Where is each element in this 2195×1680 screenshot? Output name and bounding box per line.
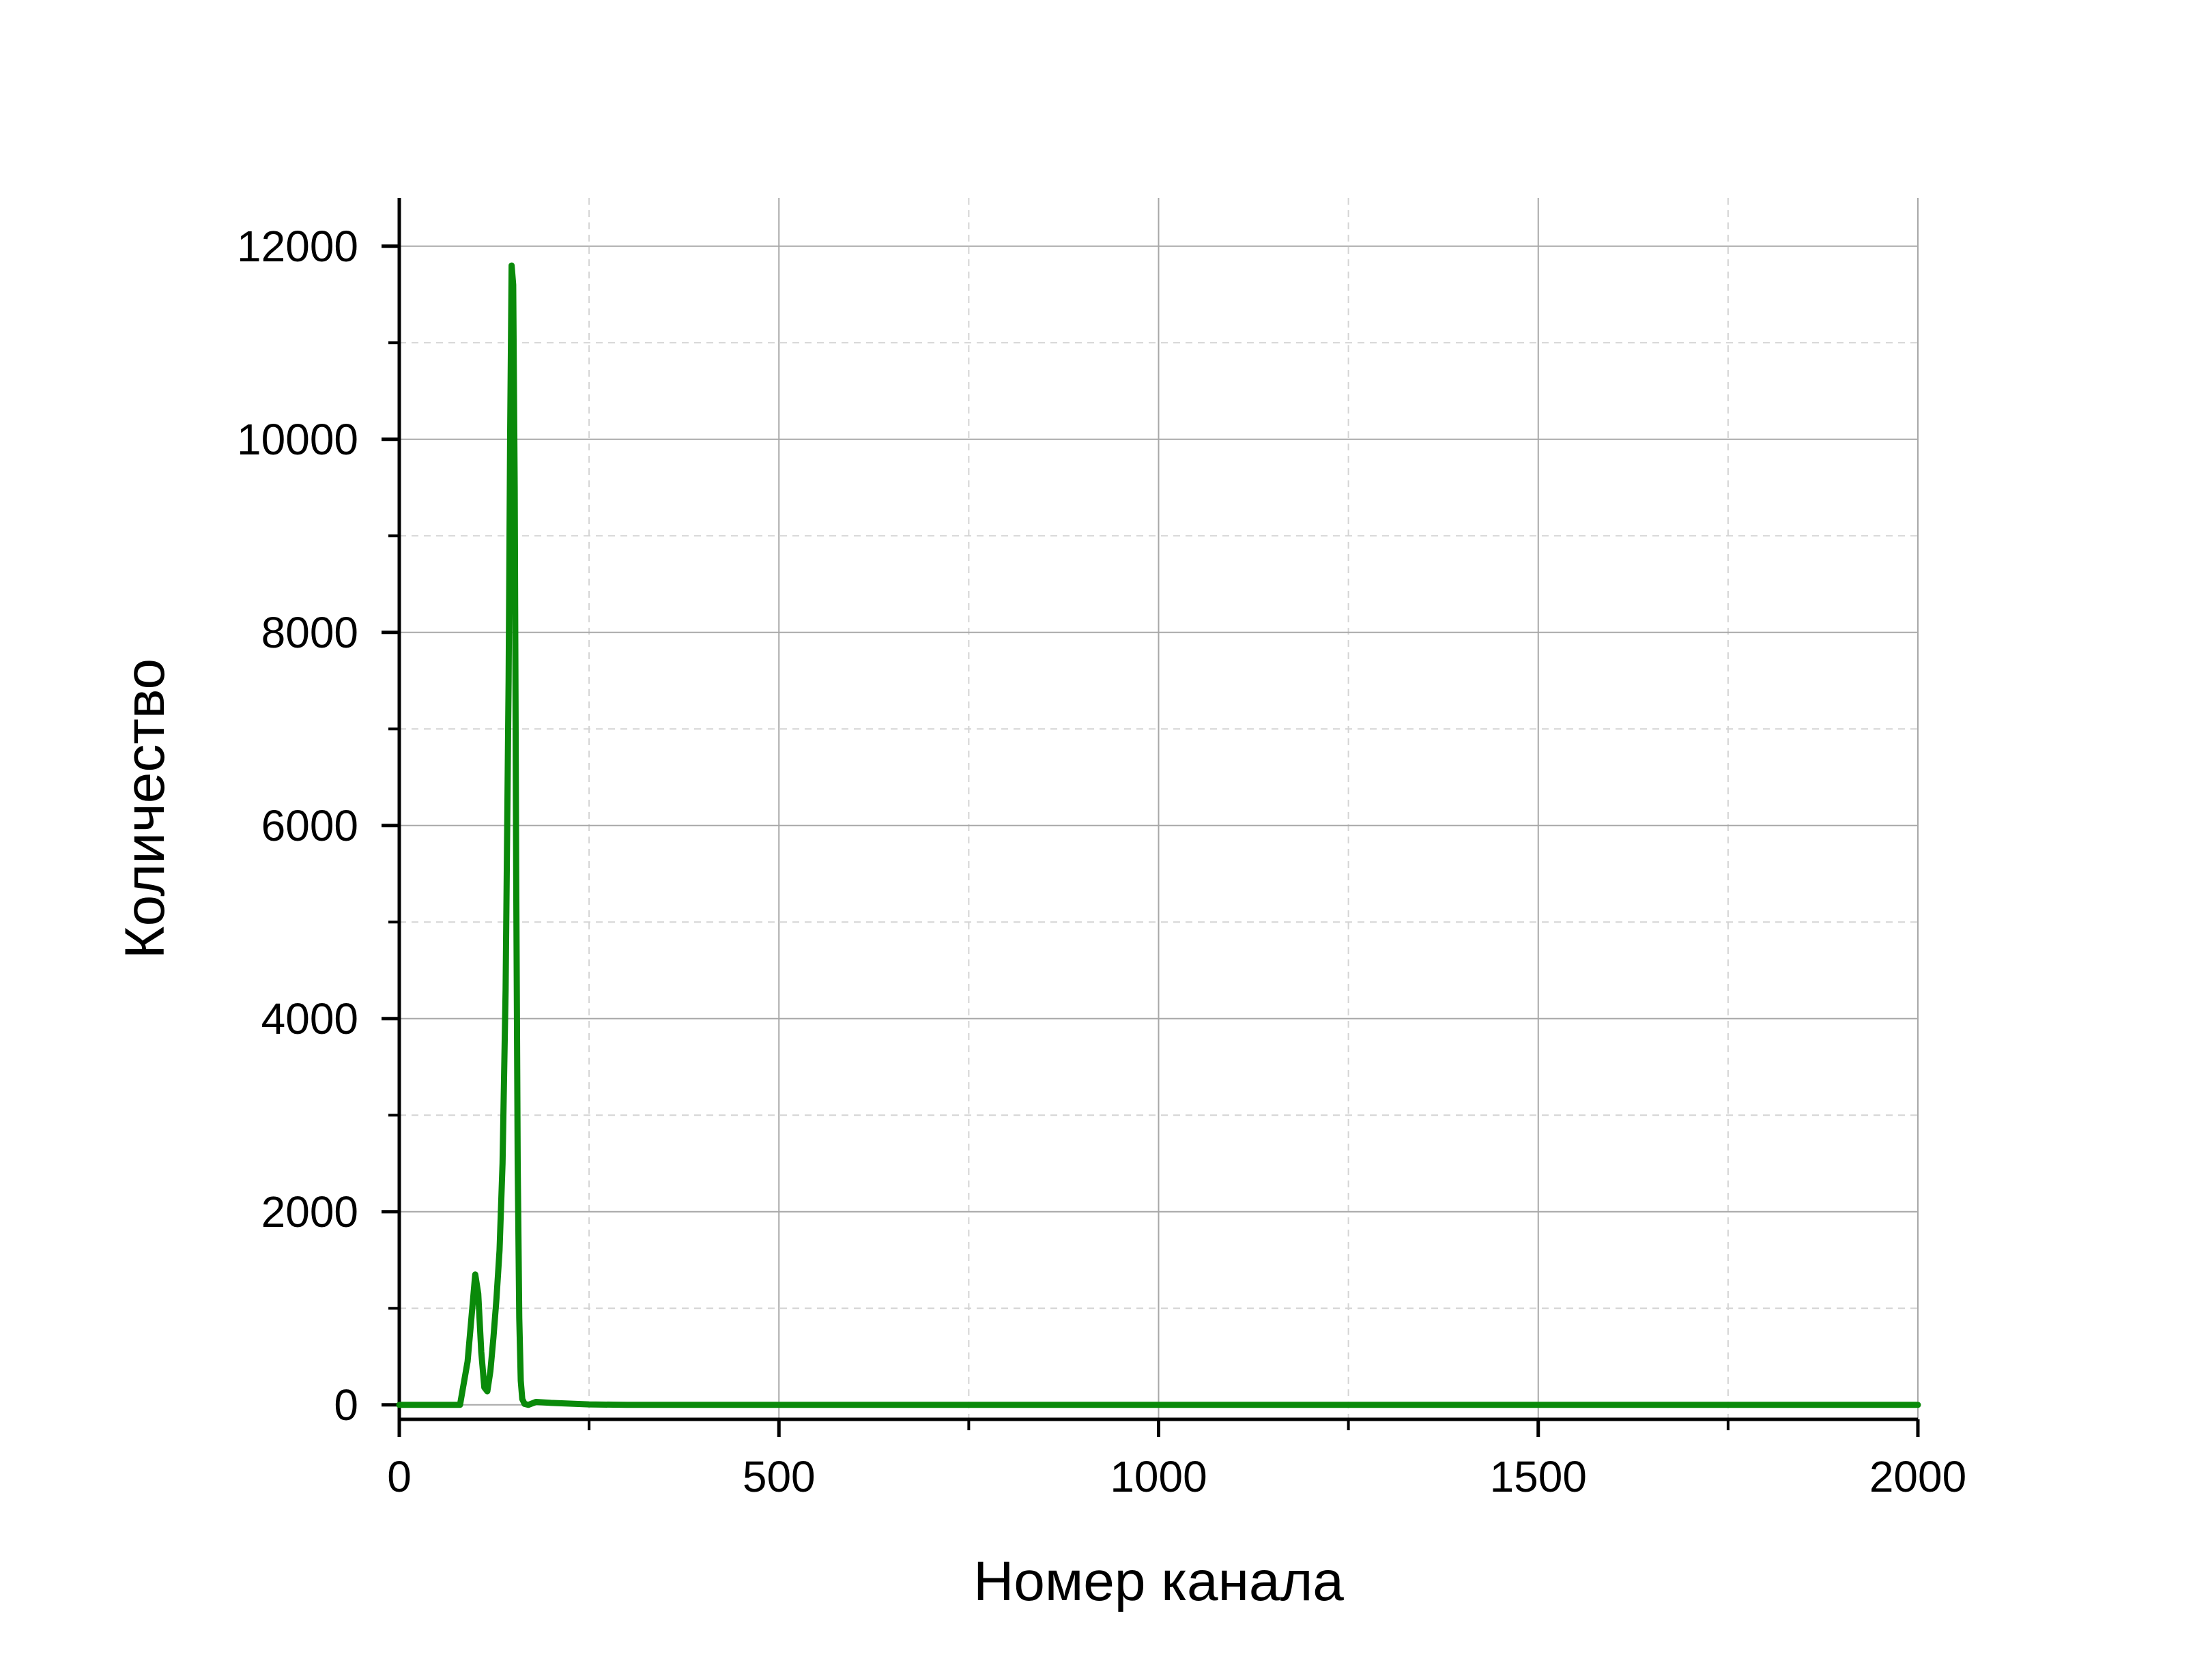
grid (399, 198, 1919, 1419)
series-line (396, 262, 1921, 1408)
x-tick-label: 500 (743, 1452, 816, 1501)
x-tick-label: 1500 (1490, 1452, 1587, 1501)
y-tick-label: 6000 (261, 801, 358, 850)
y-axis-title: Количество (114, 658, 176, 959)
y-tick-label: 8000 (261, 608, 358, 657)
series-layer (396, 262, 1921, 1408)
ticks (382, 244, 1920, 1437)
y-tick-label: 12000 (237, 222, 358, 271)
y-tick-label: 4000 (261, 994, 358, 1043)
tick-labels: 0 500 1000 1500 2000 0 2000 4000 6000 8000 10000 12… (237, 222, 1966, 1501)
x-tick-label: 0 (387, 1452, 412, 1501)
x-axis-title: Номер канала (973, 1550, 1344, 1612)
y-tick-label: 10000 (237, 415, 358, 464)
x-tick-label: 1000 (1110, 1452, 1207, 1501)
y-tick-label: 0 (334, 1380, 358, 1430)
y-tick-label: 2000 (261, 1187, 358, 1236)
x-tick-label: 2000 (1869, 1452, 1966, 1501)
